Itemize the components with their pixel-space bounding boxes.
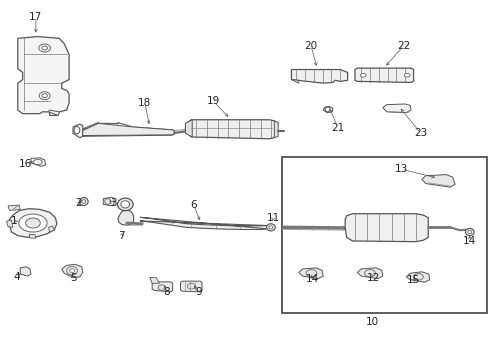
Ellipse shape xyxy=(25,218,40,228)
Ellipse shape xyxy=(74,127,80,134)
Polygon shape xyxy=(20,267,31,276)
Polygon shape xyxy=(73,124,83,138)
Ellipse shape xyxy=(82,200,86,203)
Ellipse shape xyxy=(118,198,133,211)
Polygon shape xyxy=(357,268,383,279)
Ellipse shape xyxy=(267,224,275,231)
Ellipse shape xyxy=(269,226,273,229)
Polygon shape xyxy=(180,281,202,292)
Polygon shape xyxy=(150,278,159,283)
Polygon shape xyxy=(8,205,20,211)
Polygon shape xyxy=(422,175,455,187)
Polygon shape xyxy=(62,264,83,278)
Text: 16: 16 xyxy=(19,159,32,169)
Text: 14: 14 xyxy=(306,274,319,284)
Text: 20: 20 xyxy=(304,41,318,50)
Text: 11: 11 xyxy=(267,213,280,222)
Text: 22: 22 xyxy=(397,41,411,50)
Polygon shape xyxy=(345,214,428,242)
Polygon shape xyxy=(18,37,69,116)
Polygon shape xyxy=(140,217,267,229)
Text: 19: 19 xyxy=(207,96,220,106)
Polygon shape xyxy=(31,158,46,166)
Ellipse shape xyxy=(39,92,50,100)
Polygon shape xyxy=(292,80,299,83)
Ellipse shape xyxy=(121,201,130,208)
Polygon shape xyxy=(49,226,54,232)
Text: 18: 18 xyxy=(138,98,151,108)
Ellipse shape xyxy=(404,73,410,77)
Bar xyxy=(282,157,487,313)
Polygon shape xyxy=(323,107,333,113)
Polygon shape xyxy=(383,104,411,113)
Ellipse shape xyxy=(42,94,48,98)
Ellipse shape xyxy=(39,44,50,52)
Polygon shape xyxy=(83,123,174,135)
Text: 8: 8 xyxy=(164,287,170,297)
Ellipse shape xyxy=(360,73,366,77)
Text: 5: 5 xyxy=(70,273,76,283)
Text: 7: 7 xyxy=(119,231,125,240)
Text: 13: 13 xyxy=(395,164,408,174)
Text: 9: 9 xyxy=(196,287,202,297)
Text: 21: 21 xyxy=(331,123,344,133)
Ellipse shape xyxy=(19,214,47,232)
Text: 12: 12 xyxy=(367,273,380,283)
Text: 4: 4 xyxy=(14,272,20,282)
Text: 15: 15 xyxy=(407,275,420,285)
Text: 10: 10 xyxy=(366,317,379,327)
Text: 17: 17 xyxy=(29,12,43,22)
Text: 1: 1 xyxy=(11,216,18,226)
Text: 14: 14 xyxy=(463,236,476,246)
Ellipse shape xyxy=(42,46,48,50)
Polygon shape xyxy=(49,110,59,116)
Polygon shape xyxy=(274,121,278,138)
Polygon shape xyxy=(29,234,36,238)
Text: 6: 6 xyxy=(191,200,197,210)
Ellipse shape xyxy=(466,228,474,235)
Ellipse shape xyxy=(79,198,88,206)
Ellipse shape xyxy=(468,230,472,234)
Ellipse shape xyxy=(70,269,74,273)
Polygon shape xyxy=(292,69,347,83)
Polygon shape xyxy=(83,129,174,136)
Polygon shape xyxy=(6,220,13,227)
Polygon shape xyxy=(355,68,414,82)
Polygon shape xyxy=(9,209,57,237)
Text: 23: 23 xyxy=(414,129,427,138)
Text: 2: 2 xyxy=(75,198,82,208)
Polygon shape xyxy=(103,197,114,206)
Polygon shape xyxy=(406,272,430,282)
Polygon shape xyxy=(185,120,192,137)
Polygon shape xyxy=(185,120,277,139)
Polygon shape xyxy=(118,211,134,225)
Polygon shape xyxy=(299,268,323,279)
Polygon shape xyxy=(152,282,172,292)
Text: 3: 3 xyxy=(110,198,117,208)
